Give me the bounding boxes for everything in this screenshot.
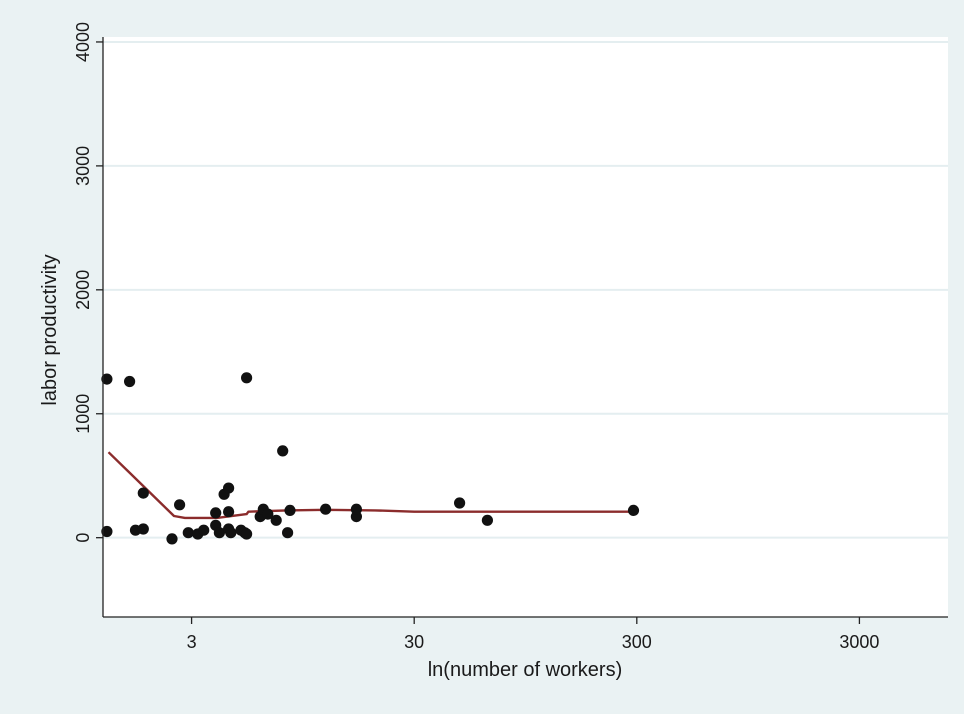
- data-point: [137, 523, 149, 535]
- scatter-points: [101, 372, 640, 545]
- y-tick-label: 1000: [73, 394, 93, 434]
- x-tick-label: 3000: [839, 632, 879, 652]
- x-tick-label: 3: [187, 632, 197, 652]
- data-point: [277, 445, 289, 457]
- data-point: [213, 527, 225, 539]
- data-point: [166, 533, 178, 545]
- data-point: [225, 527, 237, 539]
- x-axis-label: ln(number of workers): [428, 659, 623, 681]
- data-point: [627, 504, 640, 516]
- data-point: [174, 499, 186, 511]
- data-point: [223, 506, 235, 518]
- data-point: [223, 482, 235, 494]
- data-point: [270, 514, 282, 526]
- data-point: [182, 527, 194, 539]
- y-tick-label: 3000: [73, 146, 93, 186]
- plot-area: [103, 37, 948, 617]
- data-point: [198, 524, 210, 536]
- data-point: [320, 503, 332, 515]
- y-tick-label: 2000: [73, 270, 93, 310]
- axes: 0 1000 2000 3000 4000 3 30 300 3000: [73, 22, 948, 652]
- y-axis-label: labor productivity: [39, 254, 61, 405]
- x-tick-label: 30: [404, 632, 424, 652]
- data-point: [101, 525, 113, 538]
- data-point: [241, 528, 253, 540]
- x-tick-label: 300: [622, 632, 652, 652]
- data-point: [210, 507, 222, 519]
- data-point: [137, 487, 149, 499]
- data-point: [454, 497, 466, 509]
- data-point: [481, 514, 493, 526]
- data-point: [284, 504, 296, 516]
- y-tick-label: 4000: [73, 22, 93, 62]
- data-point: [350, 503, 362, 515]
- data-point: [241, 372, 253, 384]
- y-tick-label: 0: [73, 533, 93, 543]
- data-point: [282, 527, 294, 539]
- data-point: [124, 375, 136, 388]
- data-point: [101, 373, 113, 385]
- data-point: [262, 508, 274, 520]
